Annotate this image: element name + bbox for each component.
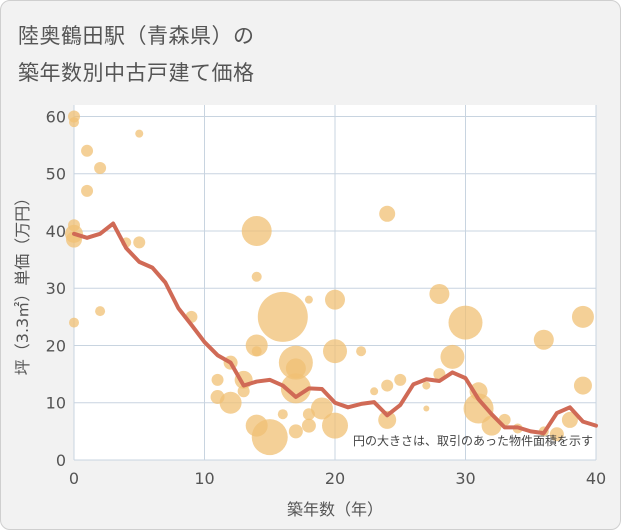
bubble-point — [251, 271, 262, 282]
y-tick-label: 20 — [46, 336, 66, 355]
bubble-point — [257, 291, 308, 342]
bubble-point — [69, 117, 79, 128]
x-tick-label: 20 — [325, 469, 345, 488]
bubble-size-note: 円の大きさは、取引のあった物件面積を示す — [353, 433, 593, 448]
bubble-point — [211, 373, 224, 386]
bubble-point — [573, 376, 592, 395]
x-tick-label: 40 — [586, 469, 606, 488]
bubble-point — [135, 129, 144, 138]
bubble-point — [370, 387, 379, 396]
bubble-point — [394, 373, 407, 386]
bubble-point — [81, 184, 94, 197]
bubble-point — [549, 427, 564, 442]
bubble-point — [237, 385, 250, 398]
bubble-point — [356, 346, 367, 357]
bubble-point — [280, 373, 311, 404]
bubble-point — [381, 379, 394, 392]
y-tick-label: 60 — [46, 107, 66, 126]
chart-title-line1: 陸奥鶴田駅（青森県）の — [18, 24, 255, 48]
bubble-point — [429, 283, 450, 304]
bubble-point — [219, 391, 242, 414]
bubble-point — [448, 305, 483, 340]
x-tick-label: 30 — [455, 469, 475, 488]
average-line-series — [72, 221, 598, 436]
bubble-point — [322, 412, 348, 439]
y-tick-label: 40 — [46, 222, 66, 241]
bubble-point — [95, 306, 106, 317]
bubble-point — [241, 215, 272, 246]
bubble-point — [310, 397, 333, 420]
bubble-point — [379, 205, 396, 222]
bubble-point — [440, 344, 465, 369]
bubble-point — [533, 329, 554, 350]
y-tick-label: 50 — [46, 165, 66, 184]
y-tick-label: 30 — [46, 279, 66, 298]
bubble-point — [422, 381, 431, 390]
grid — [73, 105, 597, 461]
x-tick-label: 10 — [194, 469, 214, 488]
bubble-point — [304, 295, 313, 304]
y-tick-label: 10 — [46, 394, 66, 413]
bubble-series — [65, 110, 594, 456]
bubble-point — [378, 410, 397, 429]
bubble-point — [571, 305, 594, 328]
chart-title-line2: 築年数別中古戸建て価格 — [18, 61, 255, 85]
bubble-point — [463, 393, 494, 424]
x-axis-label: 築年数（年） — [287, 500, 383, 519]
bubble-point — [323, 339, 347, 364]
bubble-point — [245, 334, 268, 357]
bubble-point — [325, 289, 345, 310]
bubble-point — [69, 317, 79, 328]
bubble-point — [251, 419, 288, 456]
y-tick-label: 0 — [56, 451, 66, 470]
bubble-point — [301, 418, 316, 433]
bubble-point — [133, 236, 146, 249]
bubble-point — [81, 144, 94, 157]
axis-ticks: 0 10 20 30 40 0 10 20 30 40 50 60 — [46, 107, 607, 488]
average-line — [72, 221, 598, 436]
y-axis-label: 坪（3.3㎡）単価（万円） — [13, 190, 32, 375]
bubble-point — [285, 358, 306, 379]
bubble-point — [288, 424, 303, 439]
bubble-point — [423, 405, 430, 412]
bubble-point — [561, 411, 578, 428]
bubble-point — [277, 409, 288, 420]
x-tick-label: 0 — [69, 469, 79, 488]
bubble-point — [94, 161, 107, 174]
bubble-point — [251, 346, 262, 357]
